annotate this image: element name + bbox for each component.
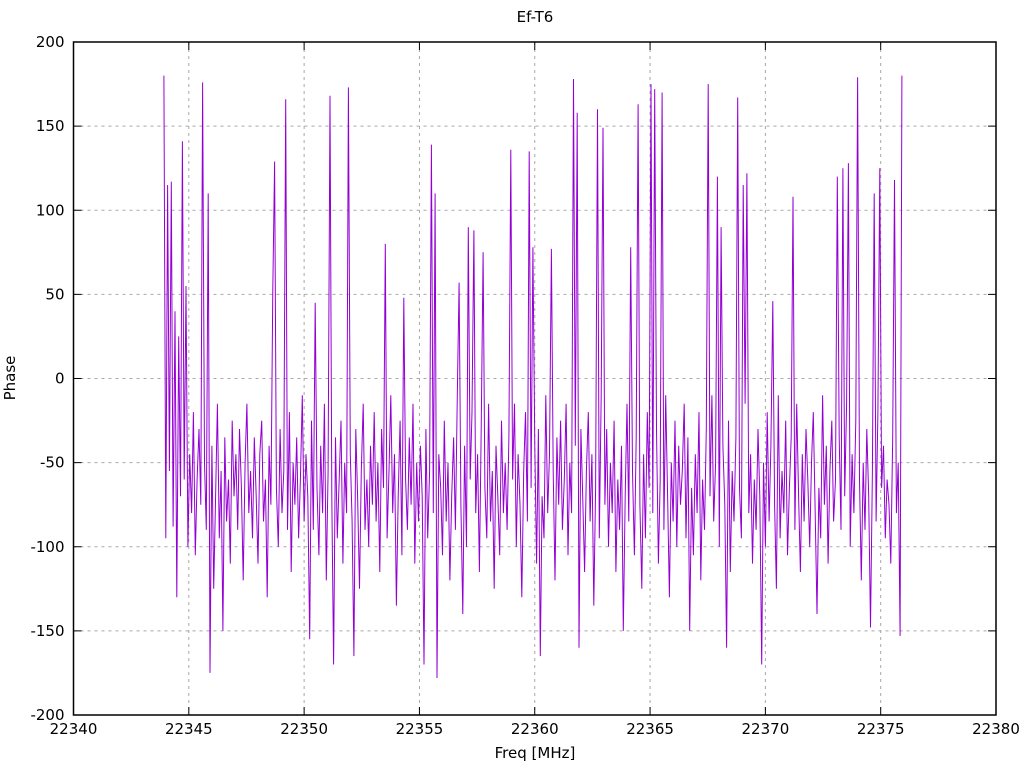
- y-tick-label: -200: [30, 706, 64, 724]
- y-tick-label: -50: [40, 454, 65, 472]
- x-tick-label: 22375: [857, 720, 905, 738]
- x-tick-label: 22350: [280, 720, 328, 738]
- x-tick-label: 22365: [626, 720, 674, 738]
- x-tick-label: 22360: [511, 720, 559, 738]
- x-tick-label: 22340: [50, 720, 98, 738]
- y-tick-label: 0: [55, 370, 65, 388]
- y-tick-label: 50: [45, 285, 64, 303]
- y-tick-label: 100: [36, 201, 65, 219]
- x-tick-label: 22345: [165, 720, 213, 738]
- y-tick-label: -150: [30, 622, 64, 640]
- x-tick-label: 22380: [972, 720, 1020, 738]
- y-tick-label: 150: [36, 117, 65, 135]
- data-line: [163, 75, 903, 679]
- chart-title: Ef-T6: [516, 8, 554, 26]
- x-axis-title: Freq [MHz]: [494, 744, 576, 762]
- y-tick-label: 200: [36, 33, 65, 51]
- x-tick-label: 22355: [396, 720, 444, 738]
- plot-border: [72, 41, 997, 716]
- y-tick-label: -100: [30, 538, 64, 556]
- x-tick-label: 22370: [742, 720, 790, 738]
